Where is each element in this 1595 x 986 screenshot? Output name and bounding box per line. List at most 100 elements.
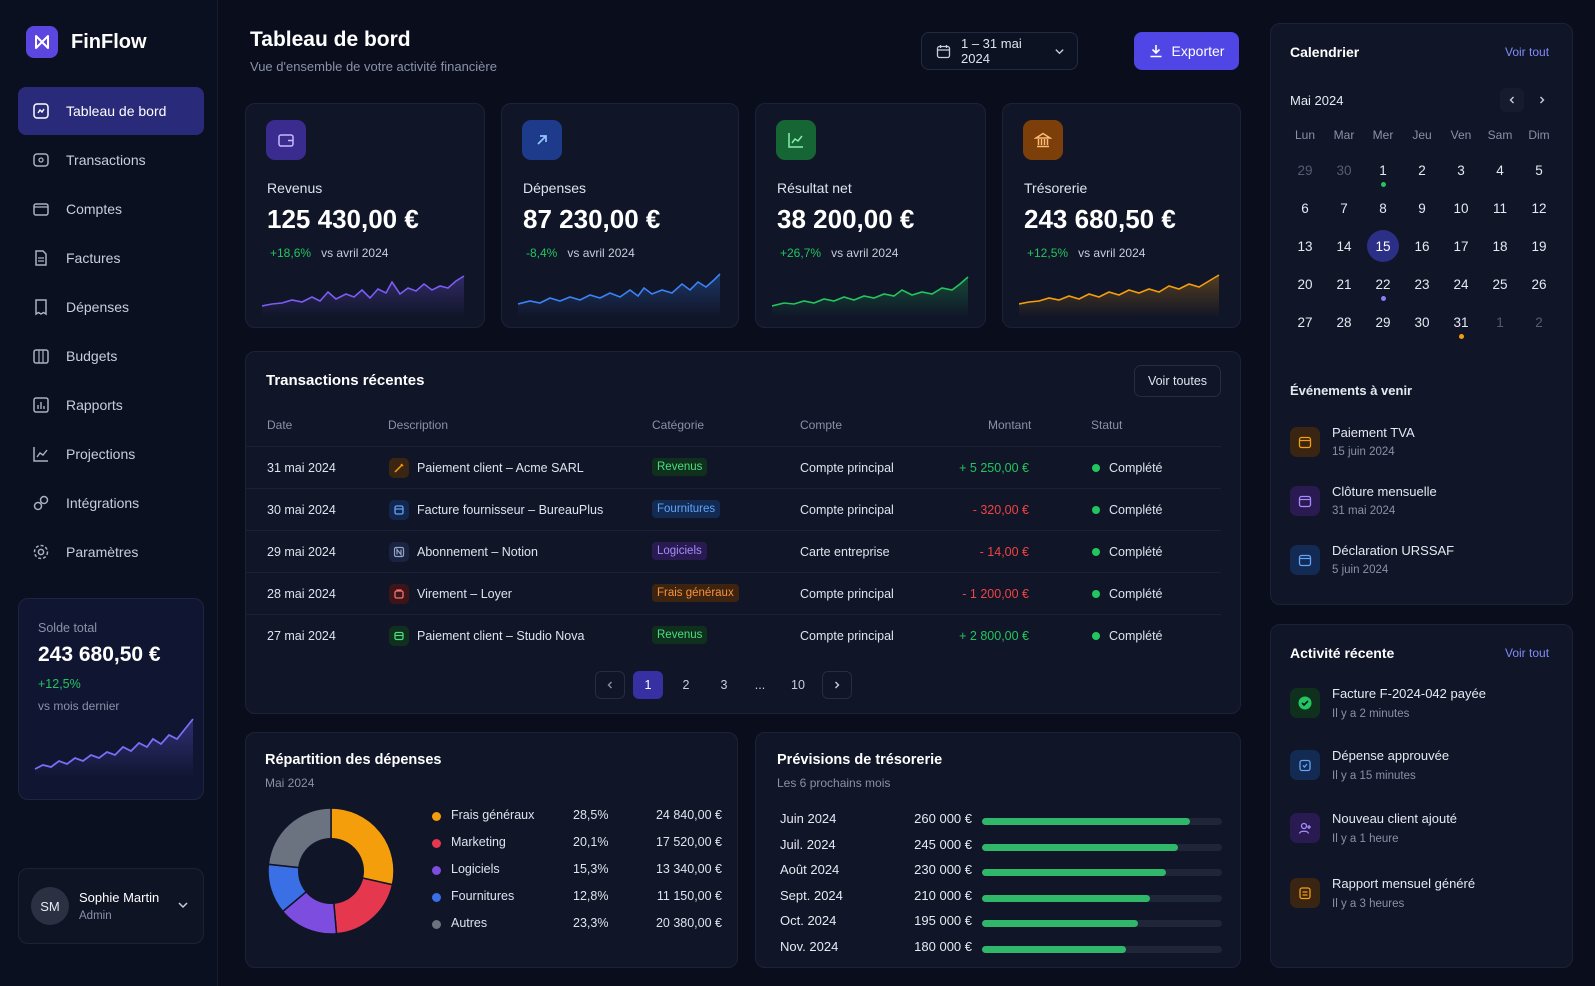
calendar-next-button[interactable] (1530, 88, 1554, 112)
calendar-weekday: Mer (1372, 128, 1394, 142)
sidebar-item-dashboard[interactable]: Tableau de bord (18, 87, 204, 135)
calendar-day[interactable]: 26 (1531, 276, 1547, 292)
calendar-day[interactable]: 4 (1496, 162, 1504, 178)
user-menu[interactable]: SM Sophie Martin Admin (18, 868, 204, 944)
pagination-prev-button[interactable] (595, 671, 625, 699)
sidebar-item-projections[interactable]: Projections (18, 430, 204, 478)
sidebar-item-budgets[interactable]: Budgets (18, 332, 204, 380)
view-all-transactions-button[interactable]: Voir toutes (1134, 365, 1221, 397)
sidebar-item-label: Paramètres (66, 544, 139, 560)
calendar-day[interactable]: 3 (1457, 162, 1465, 178)
calendar-day[interactable]: 19 (1531, 238, 1547, 254)
legend-pct: 23,3% (573, 916, 609, 930)
calendar-day[interactable]: 2 (1535, 314, 1543, 330)
calendar-day[interactable]: 13 (1297, 238, 1313, 254)
calendar-day[interactable]: 21 (1336, 276, 1352, 292)
calendar-day[interactable]: 20 (1297, 276, 1313, 292)
expenses-sparkline (518, 273, 721, 318)
clipboard-icon (1290, 750, 1320, 780)
calendar-day[interactable]: 27 (1297, 314, 1313, 330)
balance-card: Solde total 243 680,50 € +12,5% vs mois … (18, 598, 204, 800)
calendar-day[interactable]: 24 (1453, 276, 1469, 292)
stat-label: Revenus (267, 180, 323, 196)
dashboard-icon (32, 102, 50, 120)
sidebar-item-reports[interactable]: Rapports (18, 381, 204, 429)
status-dot (1092, 464, 1100, 472)
table-row[interactable]: 29 mai 2024 Abonnement – Notion Logiciel… (246, 530, 1221, 572)
legend-name: Frais généraux (451, 808, 535, 822)
calendar-day[interactable]: 12 (1531, 200, 1547, 216)
sidebar-item-label: Tableau de bord (66, 103, 167, 119)
sidebar-item-label: Transactions (66, 152, 146, 168)
calendar-day[interactable]: 28 (1336, 314, 1352, 330)
calendar-day[interactable]: 18 (1492, 238, 1508, 254)
table-row[interactable]: 30 mai 2024 Facture fournisseur – Bureau… (246, 488, 1221, 530)
sidebar-item-transactions[interactable]: Transactions (18, 136, 204, 184)
payment-icon (389, 458, 409, 478)
forecast-row: Juil. 2024 245 000 € (778, 837, 1223, 857)
calendar-day[interactable]: 9 (1418, 200, 1426, 216)
transaction-description: Abonnement – Notion (417, 545, 538, 559)
calendar-day[interactable]: 29 (1375, 314, 1391, 330)
activity-item-title: Nouveau client ajouté (1332, 811, 1458, 826)
calendar-day[interactable]: 31 (1453, 314, 1469, 330)
calendar-day[interactable]: 1 (1379, 162, 1387, 178)
pagination-page-2[interactable]: 2 (682, 678, 690, 692)
table-row[interactable]: 27 mai 2024 Paiement client – Studio Nov… (246, 614, 1221, 656)
table-row[interactable]: 28 mai 2024 Virement – Loyer Frais génér… (246, 572, 1221, 614)
date-range-picker[interactable]: 1 – 31 mai 2024 (921, 32, 1078, 70)
calendar-day[interactable]: 30 (1414, 314, 1430, 330)
calendar-day[interactable]: 17 (1453, 238, 1469, 254)
sidebar-item-invoices[interactable]: Factures (18, 234, 204, 282)
activity-title: Activité récente (1290, 645, 1395, 661)
forecast-month: Juin 2024 (780, 811, 837, 826)
calendar-day[interactable]: 5 (1535, 162, 1543, 178)
stat-label: Résultat net (777, 180, 852, 196)
calendar-day[interactable]: 25 (1492, 276, 1508, 292)
pagination-page-3[interactable]: 3 (720, 678, 728, 692)
legend-dot (432, 920, 441, 929)
sidebar-item-integrations[interactable]: Intégrations (18, 479, 204, 527)
sidebar-item-expenses[interactable]: Dépenses (18, 283, 204, 331)
calendar-day[interactable]: 11 (1492, 200, 1507, 216)
sidebar-item-settings[interactable]: Paramètres (18, 528, 204, 576)
pagination-page-10[interactable]: 10 (791, 678, 805, 692)
calendar-day[interactable]: 1 (1496, 314, 1504, 330)
calendar-view-all-link[interactable]: Voir tout (1505, 45, 1550, 59)
calendar-day[interactable]: 16 (1414, 238, 1430, 254)
calendar-day[interactable]: 2 (1418, 162, 1426, 178)
calendar-day[interactable]: 30 (1336, 162, 1352, 178)
calendar-event-icon (1290, 486, 1320, 516)
calendar-day[interactable]: 10 (1453, 200, 1469, 216)
calendar-day[interactable]: 8 (1379, 200, 1387, 216)
status-badge: Complété (1109, 587, 1163, 601)
stat-card-net-result: Résultat net 38 200,00 € +26,7% vs avril… (755, 103, 986, 328)
calendar-day[interactable]: 23 (1414, 276, 1430, 292)
table-row[interactable]: 31 mai 2024 Paiement client – Acme SARL … (246, 446, 1221, 488)
revenue-sparkline (262, 275, 465, 318)
calendar-day[interactable]: 7 (1340, 200, 1348, 216)
transaction-date: 27 mai 2024 (267, 629, 336, 643)
pagination-page-1[interactable]: 1 (633, 671, 663, 699)
calendar-day[interactable]: 22 (1375, 276, 1391, 292)
transaction-amount: + 5 250,00 € (959, 461, 1029, 475)
activity-item-time: Il y a 3 heures (1332, 898, 1405, 910)
stat-card-revenue: Revenus 125 430,00 € +18,6% vs avril 202… (245, 103, 485, 328)
transaction-date: 28 mai 2024 (267, 587, 336, 601)
transaction-account: Compte principal (800, 461, 894, 475)
chevron-left-icon (605, 680, 615, 690)
calendar-day[interactable]: 6 (1301, 200, 1309, 216)
forecast-row: Sept. 2024 210 000 € (778, 888, 1223, 908)
expense-donut-chart (267, 807, 395, 935)
app-name: FinFlow (71, 31, 147, 53)
calendar-day[interactable]: 14 (1336, 238, 1352, 254)
calendar-day[interactable]: 15 (1367, 230, 1399, 262)
calendar-event-icon (1290, 427, 1320, 457)
balance-sparkline (34, 718, 194, 777)
sidebar-item-accounts[interactable]: Comptes (18, 185, 204, 233)
activity-view-all-link[interactable]: Voir tout (1505, 646, 1550, 660)
calendar-prev-button[interactable] (1500, 88, 1524, 112)
export-button[interactable]: Exporter (1134, 32, 1239, 70)
calendar-day[interactable]: 29 (1297, 162, 1313, 178)
pagination-next-button[interactable] (822, 671, 852, 699)
